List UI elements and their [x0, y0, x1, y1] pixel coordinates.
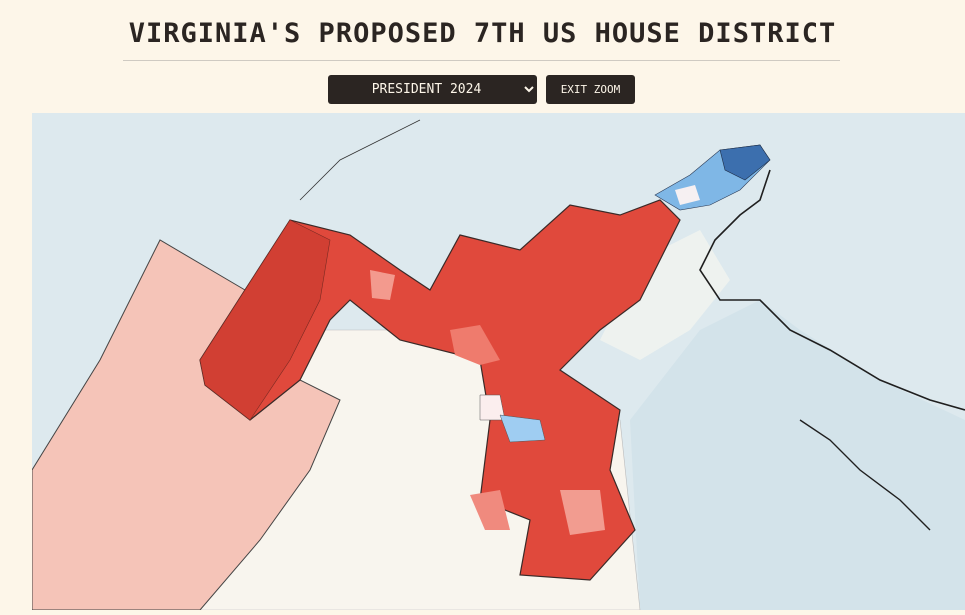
county-region: [600, 230, 730, 360]
race-select[interactable]: PRESIDENT 2024: [328, 75, 537, 104]
precinct: [470, 490, 510, 530]
title: VIRGINIA'S PROPOSED 7TH US HOUSE DISTRIC…: [128, 18, 837, 49]
precinct: [719, 144, 771, 181]
precinct: [450, 325, 500, 365]
precinct: [370, 270, 395, 300]
state-border: [299, 119, 421, 201]
precinct: [199, 219, 331, 421]
precinct: [499, 414, 546, 443]
river: [699, 169, 965, 411]
river: [799, 419, 931, 531]
precinct: [560, 490, 605, 535]
exit-zoom-button[interactable]: EXIT ZOOM: [546, 75, 635, 104]
divider: [123, 60, 840, 61]
precinct: [675, 185, 700, 205]
county-region: [630, 300, 965, 610]
map: [32, 113, 965, 610]
